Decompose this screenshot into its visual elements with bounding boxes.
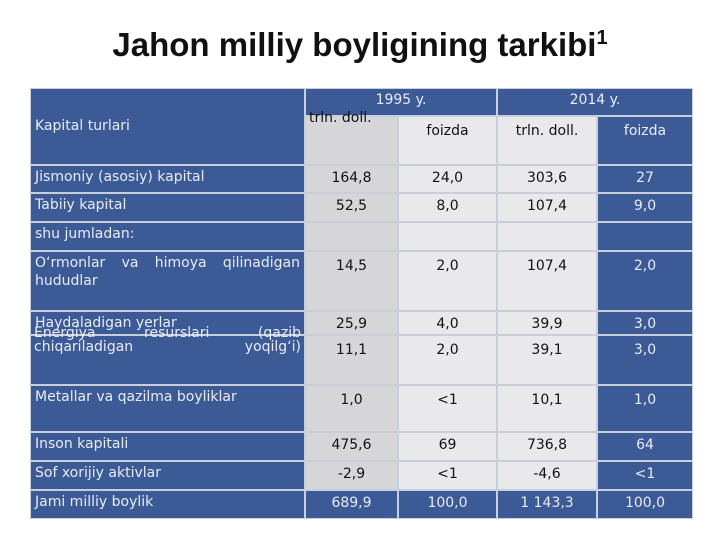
value-cell: 2,0 [398,251,497,311]
title-footnote: 1 [596,27,608,49]
value-cell: <1 [398,461,497,490]
value-cell: 475,6 [305,432,398,461]
value-cell: 3,0 [597,311,693,335]
value-cell: 25,9 [305,311,398,335]
value-cell: 52,5 [305,193,398,222]
row-label: Jismoniy (asosiy) kapital [30,165,305,193]
value-cell [305,222,398,251]
value-cell: 1,0 [305,385,398,432]
value-cell: 8,0 [398,193,497,222]
unit-header: trln. doll. [309,110,372,126]
value-cell: 2,0 [597,251,693,311]
value-cell: 164,8 [305,165,398,193]
value-cell: 1 143,3 [497,490,597,519]
row-label: Tabiiy kapital [30,193,305,222]
value-cell: 736,8 [497,432,597,461]
title-text: Jahon milliy boyligining tarkibi [112,26,597,63]
value-cell: -4,6 [497,461,597,490]
value-cell: -2,9 [305,461,398,490]
value-cell: 9,0 [597,193,693,222]
value-cell: 2,0 [398,335,497,385]
row-label: Energiya resurslari (qazib chiqariladiga… [34,325,301,355]
year-header: 1995 y. [305,88,497,116]
value-cell: 11,1 [305,335,398,385]
value-cell: 39,1 [497,335,597,385]
unit-cell-bg [305,116,398,165]
year-header: 2014 y. [497,88,693,116]
row-label-bg [30,335,305,385]
unit-header: foizda [597,116,693,165]
value-cell: <1 [398,385,497,432]
value-cell: <1 [597,461,693,490]
row-label: Haydaladigan yerlar [30,311,305,335]
value-cell: 100,0 [597,490,693,519]
value-cell: 107,4 [497,193,597,222]
header-label: Kapital turlari [30,88,305,165]
value-cell: 14,5 [305,251,398,311]
value-cell: 39,9 [497,311,597,335]
value-cell: 10,1 [497,385,597,432]
unit-header: foizda [398,116,497,165]
value-cell: 69 [398,432,497,461]
row-label: Sof xorijiy aktivlar [30,461,305,490]
value-cell: 64 [597,432,693,461]
value-cell [597,222,693,251]
row-label: shu jumladan: [30,222,305,251]
row-label: Jami milliy boylik [30,490,305,519]
row-label: Inson kapitali [30,432,305,461]
value-cell: 689,9 [305,490,398,519]
row-label: O‘rmonlar va himoya qilinadigan hududlar [30,251,305,311]
value-cell: 100,0 [398,490,497,519]
value-cell: 4,0 [398,311,497,335]
unit-header: trln. doll. [497,116,597,165]
value-cell: 303,6 [497,165,597,193]
value-cell: 3,0 [597,335,693,385]
value-cell: 1,0 [597,385,693,432]
value-cell [497,222,597,251]
value-cell: 107,4 [497,251,597,311]
row-label: Metallar va qazilma boyliklar [30,385,305,432]
slide-title: Jahon milliy boyligining tarkibi1 [0,26,720,64]
value-cell [398,222,497,251]
value-cell: 27 [597,165,693,193]
value-cell: 24,0 [398,165,497,193]
